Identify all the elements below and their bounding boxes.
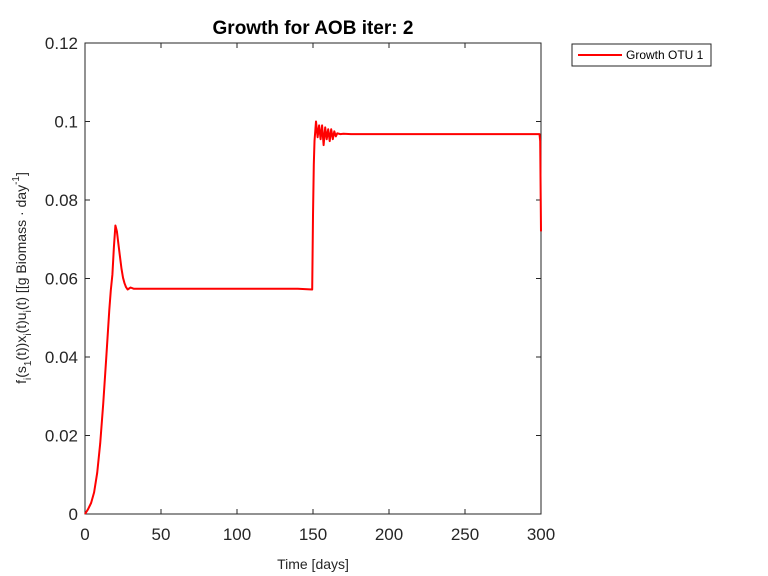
y-axis-label-part: f	[13, 380, 29, 384]
y-tick-label: 0.06	[45, 270, 78, 289]
y-tick-label: 0.08	[45, 191, 78, 210]
y-axis-label-part: i	[23, 310, 34, 312]
y-axis-label-part: -1	[11, 176, 22, 185]
y-tick-label: 0.1	[54, 113, 78, 132]
y-tick-label: 0.04	[45, 348, 78, 367]
x-tick-label: 150	[299, 525, 327, 544]
chart-title: Growth for AOB iter: 2	[213, 18, 414, 39]
x-tick-label: 300	[527, 525, 555, 544]
y-axis-label-part: i	[23, 378, 34, 380]
y-tick-label: 0.12	[45, 34, 78, 53]
legend: Growth OTU 1	[571, 43, 712, 67]
x-ticks: 0 50 100 150 200 250 300	[80, 43, 555, 544]
x-tick-label: 0	[80, 525, 89, 544]
y-axis-label-part: ]	[13, 172, 29, 176]
x-axis-label: Time [days]	[277, 556, 349, 572]
legend-box	[571, 43, 712, 67]
x-tick-label: 250	[451, 525, 479, 544]
y-axis-label-part: 1	[23, 360, 34, 366]
y-axis-label-part: i	[23, 333, 34, 335]
x-tick-label: 200	[375, 525, 403, 544]
y-axis-label: fi(s1(t))xi(t)ui(t) [[g Biomass · day-1]	[11, 172, 34, 384]
y-axis-label-part: (s	[13, 366, 29, 378]
y-ticks: 0 0.02 0.04 0.06 0.08 0.1 0.12	[45, 34, 541, 524]
x-tick-label: 50	[152, 525, 171, 544]
y-axis-label-part: (t))x	[13, 336, 29, 361]
y-axis-label-part: (t)u	[13, 312, 29, 333]
series-layer	[84, 120, 542, 515]
legend-label: Growth OTU 1	[626, 48, 704, 62]
y-axis-label-part: (t) [[g Biomass · day	[13, 185, 29, 310]
y-tick-label: 0.02	[45, 427, 78, 446]
x-tick-label: 100	[223, 525, 251, 544]
series-line	[84, 120, 542, 515]
y-tick-label: 0	[69, 505, 78, 524]
